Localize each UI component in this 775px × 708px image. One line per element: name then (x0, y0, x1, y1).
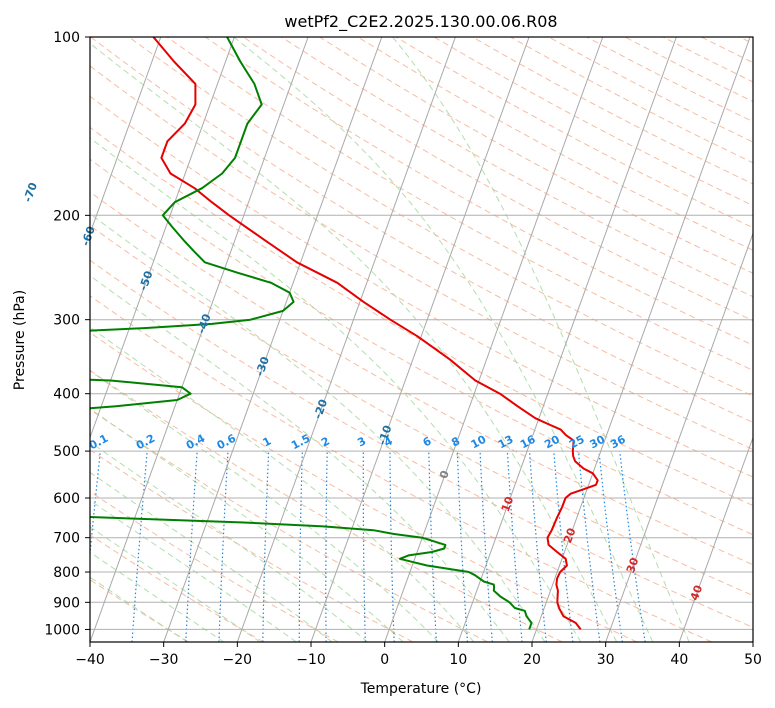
x-tick-label: −20 (223, 652, 253, 668)
mixing-ratio-label: 20 (542, 433, 562, 452)
y-tick-label: 900 (53, 595, 80, 611)
isotherm-line (457, 37, 677, 642)
moist-adiabat-line (90, 441, 369, 642)
dry-adiabat-line (90, 126, 753, 507)
y-tick-label: 100 (53, 30, 80, 46)
dry-adiabat-line (90, 490, 339, 642)
isotherm-line (531, 37, 751, 642)
moist-adiabat-line (90, 326, 475, 642)
x-tick-label: 40 (670, 652, 688, 668)
dry-adiabat-line (90, 369, 563, 642)
mixing-ratio-line (619, 451, 646, 642)
mixing-ratio-line (577, 451, 601, 642)
moist-adiabat-line (90, 526, 261, 642)
mixing-ratio-line (528, 451, 547, 642)
y-tick-label: 500 (53, 444, 80, 460)
moist-adiabat-line (90, 499, 297, 642)
isotherm-label: -70 (21, 180, 40, 203)
x-tick-label: 30 (597, 652, 615, 668)
dry-adiabat-line (90, 534, 264, 642)
moist-adiabat-line (90, 137, 582, 642)
dry-adiabat-line (90, 158, 753, 536)
mixing-ratio-label: 10 (469, 433, 489, 452)
isotherm-label: 0 (437, 468, 452, 480)
moist-adiabat-line (90, 551, 225, 642)
y-tick-label: 300 (53, 313, 80, 329)
grid (90, 37, 753, 642)
isotherm-line (163, 37, 383, 642)
isotherm-line (678, 436, 753, 642)
isotherm-label: -10 (376, 423, 395, 446)
dry-adiabat-line (90, 37, 753, 423)
isotherm-label: 10 (499, 495, 517, 514)
isotherm-label: -20 (311, 397, 330, 420)
mixing-ratio-line (553, 451, 574, 642)
moist-adiabat-line (90, 370, 439, 642)
mixing-ratio-label: 36 (608, 433, 628, 452)
x-tick-label: −30 (149, 652, 179, 668)
moist-adiabat-line (233, 37, 654, 642)
dry-adiabat-line (90, 259, 753, 629)
isotherm-label: -40 (195, 312, 214, 335)
inline-labels: -100-90-80-70-60-50-40-30-20-10010203040… (21, 180, 706, 602)
isotherm-label: -50 (137, 269, 156, 292)
isotherm-line (384, 37, 604, 642)
dry-adiabat-line (90, 225, 753, 597)
isotherm-label: -60 (79, 224, 98, 247)
isotherm-line (90, 37, 309, 642)
series-profiles (90, 37, 599, 631)
dry-adiabat-line (204, 37, 753, 346)
mixing-ratio-label: 25 (567, 433, 587, 452)
dewpoint-profile-line (90, 37, 533, 630)
moist-adiabat-line (90, 213, 546, 642)
y-tick-label: 600 (53, 491, 80, 507)
isotherm-label: 20 (561, 526, 579, 545)
moist-adiabat-line (90, 275, 510, 642)
isotherm-label: 30 (624, 556, 642, 575)
moist-adiabat-line (90, 42, 618, 642)
y-axis-label: Pressure (hPa) (12, 290, 28, 390)
isotherm-line (90, 37, 162, 235)
dry-adiabat-line (90, 295, 712, 642)
y-tick-label: 1000 (44, 622, 80, 638)
y-tick-label: 700 (53, 531, 80, 547)
isotherm-line (236, 37, 456, 642)
isotherm-line (605, 231, 753, 642)
moist-adiabat-line (90, 407, 404, 642)
plot-frame (89, 36, 754, 643)
isotherm-label: -30 (253, 355, 272, 378)
x-tick-label: 10 (449, 652, 467, 668)
temperature-profile-line (152, 37, 599, 631)
x-tick-label: 50 (744, 652, 762, 668)
mixing-ratio-line (598, 451, 623, 642)
y-axis: 100 200 300 400 500 600 700 800 900 1000 (44, 30, 90, 638)
background-lines (90, 37, 753, 642)
isotherm-line (310, 37, 530, 642)
y-tick-label: 400 (53, 387, 80, 403)
x-tick-label: 20 (523, 652, 541, 668)
mixing-ratio-line (506, 451, 523, 642)
chart-title: wetPf2_C2E2.2025.130.00.06.R08 (284, 12, 557, 32)
dry-adiabat-line (166, 37, 753, 371)
y-tick-label: 800 (53, 565, 80, 581)
isotherm-line (90, 37, 235, 440)
mixing-ratio-line (90, 451, 101, 560)
mixing-ratio-label: 13 (496, 433, 516, 452)
dry-adiabat-line (90, 408, 488, 642)
x-tick-label: 0 (380, 652, 389, 668)
y-tick-label: 200 (53, 208, 80, 224)
x-tick-label: −10 (296, 652, 326, 668)
x-axis: −40 −30 −20 −10 0 10 20 30 40 50 (75, 642, 762, 668)
x-tick-label: −40 (75, 652, 105, 668)
x-axis-label: Temperature (°C) (360, 681, 482, 697)
moist-adiabat-line (90, 471, 333, 642)
moist-adiabat-line (392, 37, 690, 642)
isotherm-label: 40 (688, 583, 706, 602)
mixing-ratio-label: 16 (518, 433, 538, 452)
mixing-ratio-label: 30 (588, 433, 608, 452)
dry-adiabat-line (90, 65, 753, 450)
